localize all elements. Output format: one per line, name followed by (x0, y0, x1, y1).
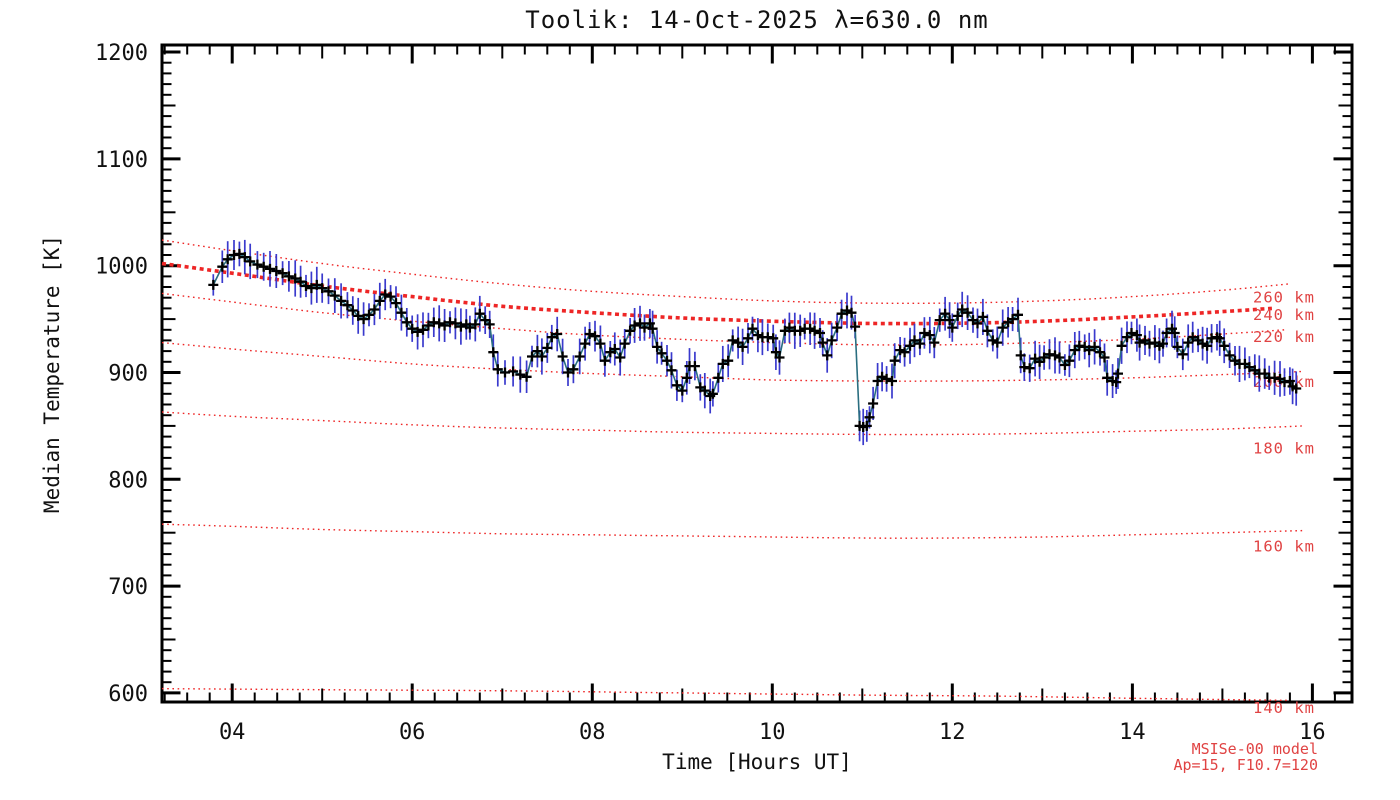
model-label-260-km: 260 km (1253, 289, 1315, 307)
data-line (212, 253, 1297, 428)
y-tick-label: 800 (108, 468, 148, 493)
x-axis-ticks: 04 06 08 10 12 14 16 (163, 46, 1336, 745)
data-plus-markers (208, 248, 1302, 432)
plot-frame (160, 43, 1354, 704)
model-curve-220-km (161, 292, 1286, 346)
x-tick-label: 14 (1119, 720, 1146, 745)
y-tick-label: 1000 (95, 255, 148, 280)
model-curve-260-km (161, 239, 1290, 304)
x-axis-title: Time [Hours UT] (662, 750, 852, 774)
plot-frame (160, 43, 1354, 704)
x-tick-label: 10 (759, 720, 786, 745)
model-curves (161, 239, 1304, 702)
data-line (212, 253, 1297, 428)
model-curve-240-km (161, 261, 1273, 326)
data-markers (208, 248, 1302, 432)
y-tick-label: 600 (108, 682, 148, 707)
x-tick-label: 12 (939, 720, 966, 745)
y-axis-title: Median Temperature [K] (40, 234, 64, 514)
y-axis-ticks: 600 700 800 900 1000 1100 1200 (95, 41, 1351, 707)
msis-params-annotation: Ap=15, F10.7=120 (1173, 756, 1319, 774)
model-label-240-km: 240 km (1253, 306, 1315, 324)
model-label-160-km: 160 km (1253, 538, 1315, 556)
model-curve-180-km (161, 411, 1304, 436)
y-tick-label: 1100 (95, 148, 148, 173)
x-tick-label: 08 (579, 720, 606, 745)
model-label-220-km: 220 km (1253, 328, 1315, 346)
msis-model-annotation: MSISe-00 model (1191, 740, 1318, 758)
error-bars (212, 239, 1298, 446)
x-tick-label: 16 (1299, 720, 1326, 745)
y-tick-label: 700 (108, 575, 148, 600)
model-curve-140-km (161, 687, 1290, 702)
model-label-180-km: 180 km (1253, 439, 1315, 457)
x-tick-label: 06 (399, 720, 426, 745)
model-label-140-km: 140 km (1253, 699, 1315, 717)
chart-title: Toolik: 14-Oct-2025 λ=630.0 nm (525, 6, 989, 34)
x-tick-label: 04 (219, 720, 246, 745)
y-tick-label: 900 (108, 362, 148, 387)
model-curve-160-km (161, 523, 1304, 539)
y-tick-label: 1200 (95, 41, 148, 66)
